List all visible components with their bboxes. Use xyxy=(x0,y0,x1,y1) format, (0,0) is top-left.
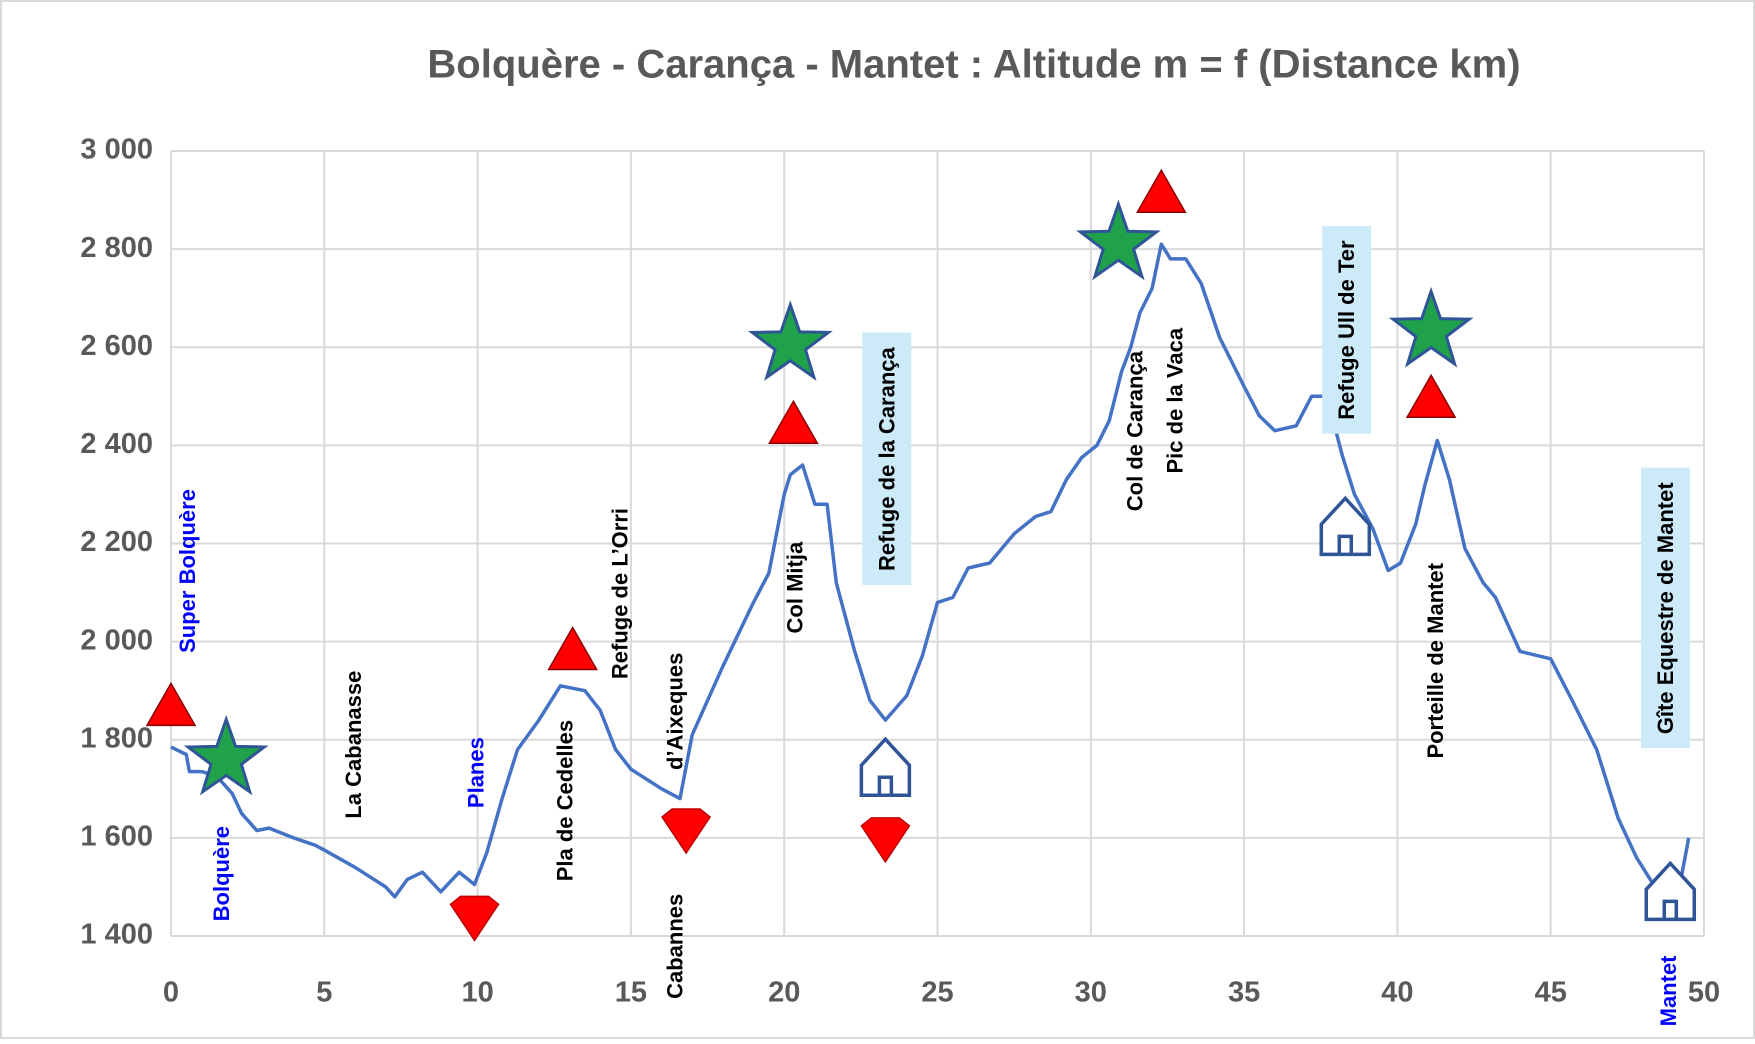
annotation: Planes xyxy=(463,737,488,808)
annotation-label: Super Bolquère xyxy=(175,489,200,653)
annotation-label: Col Mitja xyxy=(782,541,807,633)
y-tick-label: 2 800 xyxy=(80,232,153,264)
x-tick-label: 45 xyxy=(1535,977,1567,1009)
annotation: Col Mitja xyxy=(782,541,807,633)
summit-marker xyxy=(1405,373,1457,419)
annotation-label: Mantet xyxy=(1656,955,1681,1027)
low-marker xyxy=(661,808,712,855)
annotation-label: Pla de Cedelles xyxy=(552,720,577,881)
annotation: Refuge de L’Orri xyxy=(608,508,633,679)
star-marker xyxy=(1076,199,1161,281)
summit-marker xyxy=(1136,168,1187,213)
annotation: Gîte Equestre de Mantet xyxy=(1641,467,1691,749)
low-marker xyxy=(860,817,911,864)
annotation-highlight xyxy=(862,332,912,585)
annotation-highlight xyxy=(1641,467,1691,749)
y-tick-label: 2 600 xyxy=(80,330,153,362)
hut-marker xyxy=(859,736,912,797)
annotation-label: Cabannes xyxy=(663,894,688,999)
y-tick-label: 2 000 xyxy=(80,624,153,656)
y-tick-label: 2 200 xyxy=(80,526,153,558)
annotation-label: Refuge de L’Orri xyxy=(608,508,633,679)
annotation: Cabannes xyxy=(663,894,688,999)
annotation-label: d’Aixeques xyxy=(663,653,688,770)
annotation-label: Bolquère xyxy=(209,826,234,921)
y-tick-label: 1 600 xyxy=(80,821,153,853)
star-marker xyxy=(1388,286,1474,368)
y-tick-label: 1 800 xyxy=(80,722,153,754)
summit-marker xyxy=(768,399,819,445)
hut-marker xyxy=(1319,495,1372,557)
annotation: Bolquère xyxy=(209,826,234,921)
x-tick-label: 20 xyxy=(768,977,800,1009)
y-tick-label: 3 000 xyxy=(80,134,153,166)
low-marker xyxy=(449,895,500,942)
annotation: Pla de Cedelles xyxy=(552,720,577,881)
summit-marker xyxy=(547,625,598,671)
annotation: Porteille de Mantet xyxy=(1423,562,1448,758)
annotation: Pic de la Vaca xyxy=(1162,327,1187,473)
annotation: Col de Carança xyxy=(1123,350,1148,511)
altitude-line xyxy=(170,242,1691,899)
x-tick-label: 50 xyxy=(1688,977,1720,1009)
annotation: Refuge Ull de Ter xyxy=(1322,226,1372,434)
annotation: Mantet xyxy=(1656,955,1681,1027)
x-tick-label: 35 xyxy=(1228,977,1260,1009)
star-marker xyxy=(183,714,269,796)
hut-marker xyxy=(1644,860,1697,922)
annotation-label: Porteille de Mantet xyxy=(1423,562,1448,758)
x-tick-label: 0 xyxy=(163,977,179,1009)
summit-marker xyxy=(145,681,197,727)
chart-title: Bolquère - Carança - Mantet : Altitude m… xyxy=(427,43,1520,87)
annotation-highlight xyxy=(1322,226,1372,434)
annotation: Super Bolquère xyxy=(175,489,200,653)
x-tick-label: 15 xyxy=(615,977,647,1009)
annotation-label: La Cabanasse xyxy=(341,671,366,819)
x-tick-label: 30 xyxy=(1075,977,1107,1009)
annotation: d’Aixeques xyxy=(663,653,688,770)
x-tick-label: 40 xyxy=(1381,977,1413,1009)
y-tick-label: 1 400 xyxy=(80,919,153,951)
annotation-label: Gîte Equestre de Mantet xyxy=(1653,482,1678,735)
annotation-label: Planes xyxy=(463,737,488,808)
annotation-label: Col de Carança xyxy=(1123,350,1148,511)
x-tick-label: 10 xyxy=(461,977,493,1009)
star-marker xyxy=(747,300,833,381)
annotation: La Cabanasse xyxy=(341,671,366,819)
annotation-label: Refuge Ull de Ter xyxy=(1334,240,1359,420)
x-tick-label: 25 xyxy=(921,977,953,1009)
annotation: Refuge de la Carança xyxy=(862,332,912,585)
annotation-label: Refuge de la Carança xyxy=(874,346,899,571)
annotation-label: Pic de la Vaca xyxy=(1162,327,1187,473)
y-tick-label: 2 400 xyxy=(80,428,153,460)
x-tick-label: 5 xyxy=(316,977,332,1009)
